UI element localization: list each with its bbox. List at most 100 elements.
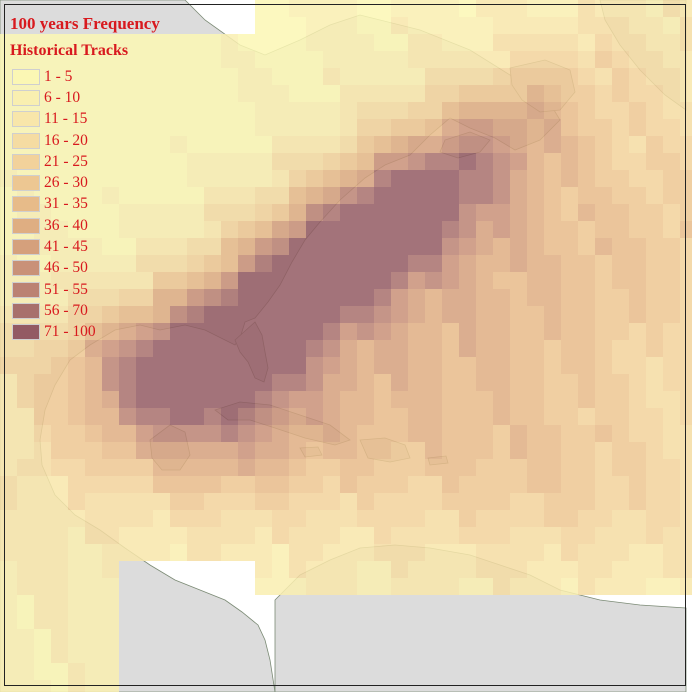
frequency-cell	[238, 340, 255, 357]
frequency-cell	[255, 187, 272, 204]
frequency-cell	[493, 408, 510, 425]
frequency-cell	[527, 391, 544, 408]
frequency-cell	[136, 391, 153, 408]
frequency-cell	[357, 408, 374, 425]
frequency-cell	[289, 578, 306, 595]
frequency-cell	[0, 612, 17, 629]
frequency-cell	[0, 408, 17, 425]
frequency-cell	[680, 119, 692, 136]
frequency-cell	[357, 153, 374, 170]
frequency-cell	[204, 170, 221, 187]
frequency-cell	[374, 289, 391, 306]
frequency-cell	[153, 391, 170, 408]
frequency-cell	[510, 238, 527, 255]
frequency-cell	[323, 408, 340, 425]
frequency-cell	[646, 493, 663, 510]
frequency-cell	[442, 459, 459, 476]
frequency-cell	[459, 34, 476, 51]
frequency-cell	[442, 136, 459, 153]
frequency-cell	[578, 561, 595, 578]
frequency-cell	[578, 306, 595, 323]
frequency-cell	[544, 323, 561, 340]
frequency-cell	[510, 357, 527, 374]
frequency-cell	[255, 561, 272, 578]
frequency-cell	[238, 119, 255, 136]
frequency-cell	[595, 340, 612, 357]
frequency-cell	[442, 68, 459, 85]
frequency-cell	[459, 323, 476, 340]
frequency-cell	[221, 34, 238, 51]
frequency-cell	[391, 221, 408, 238]
frequency-cell	[187, 357, 204, 374]
frequency-cell	[204, 459, 221, 476]
frequency-cell	[578, 204, 595, 221]
frequency-cell	[391, 272, 408, 289]
frequency-cell	[51, 34, 68, 51]
frequency-cell	[459, 102, 476, 119]
frequency-cell	[459, 476, 476, 493]
frequency-cell	[391, 374, 408, 391]
frequency-cell	[51, 578, 68, 595]
frequency-cell	[646, 391, 663, 408]
frequency-cell	[51, 255, 68, 272]
frequency-cell	[663, 153, 680, 170]
frequency-cell	[425, 68, 442, 85]
frequency-cell	[34, 493, 51, 510]
frequency-cell	[663, 255, 680, 272]
frequency-cell	[527, 153, 544, 170]
frequency-cell	[374, 204, 391, 221]
frequency-cell	[595, 459, 612, 476]
frequency-cell	[323, 221, 340, 238]
legend-swatch	[12, 239, 40, 256]
frequency-cell	[340, 238, 357, 255]
frequency-cell	[119, 408, 136, 425]
frequency-cell	[357, 255, 374, 272]
frequency-cell	[391, 153, 408, 170]
frequency-cell	[136, 459, 153, 476]
frequency-cell	[187, 391, 204, 408]
frequency-cell	[170, 459, 187, 476]
frequency-cell	[646, 408, 663, 425]
frequency-cell	[391, 136, 408, 153]
frequency-cell	[408, 425, 425, 442]
frequency-cell	[85, 255, 102, 272]
frequency-cell	[68, 170, 85, 187]
frequency-cell	[323, 442, 340, 459]
frequency-cell	[51, 323, 68, 340]
frequency-cell	[323, 0, 340, 17]
frequency-cell	[85, 289, 102, 306]
frequency-cell	[374, 255, 391, 272]
frequency-cell	[425, 442, 442, 459]
frequency-cell	[663, 323, 680, 340]
frequency-cell	[0, 663, 17, 680]
frequency-cell	[646, 119, 663, 136]
frequency-cell	[238, 323, 255, 340]
frequency-cell	[102, 204, 119, 221]
frequency-cell	[340, 51, 357, 68]
frequency-cell	[238, 408, 255, 425]
frequency-cell	[102, 187, 119, 204]
frequency-cell	[357, 85, 374, 102]
frequency-cell	[119, 102, 136, 119]
frequency-cell	[102, 391, 119, 408]
frequency-cell	[289, 187, 306, 204]
frequency-cell	[544, 0, 561, 17]
frequency-cell	[204, 510, 221, 527]
frequency-cell	[612, 459, 629, 476]
frequency-cell	[578, 34, 595, 51]
frequency-cell	[663, 17, 680, 34]
frequency-cell	[68, 459, 85, 476]
frequency-cell	[204, 136, 221, 153]
frequency-cell	[340, 408, 357, 425]
frequency-cell	[357, 527, 374, 544]
frequency-cell	[663, 578, 680, 595]
frequency-cell	[408, 34, 425, 51]
frequency-cell	[357, 204, 374, 221]
frequency-cell	[170, 476, 187, 493]
frequency-cell	[85, 153, 102, 170]
frequency-cell	[680, 68, 692, 85]
frequency-cell	[68, 646, 85, 663]
frequency-cell	[102, 34, 119, 51]
frequency-cell	[510, 425, 527, 442]
frequency-cell	[85, 629, 102, 646]
